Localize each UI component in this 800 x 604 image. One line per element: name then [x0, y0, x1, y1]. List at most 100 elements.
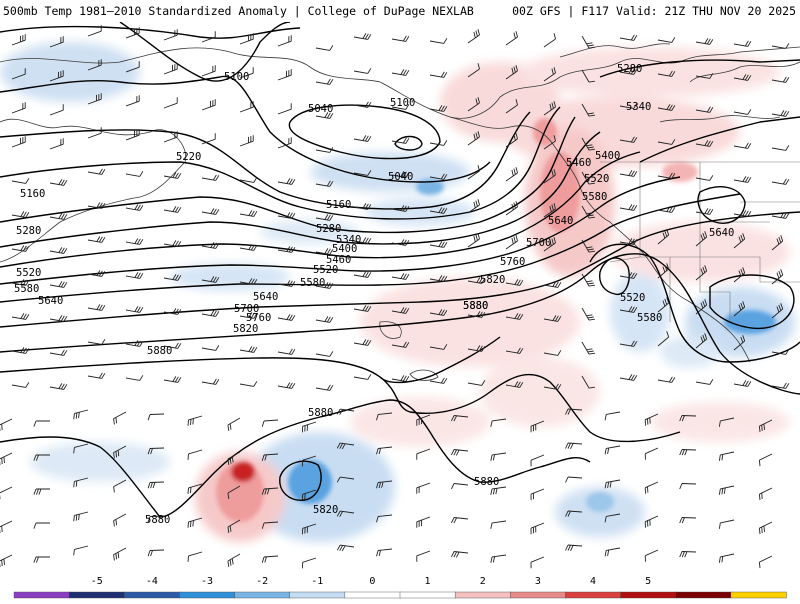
wind-barb	[467, 97, 480, 112]
wind-barb	[619, 170, 638, 177]
wind-barb	[87, 127, 102, 139]
wind-barb	[49, 315, 68, 322]
wind-barb	[87, 270, 106, 277]
wind-barb	[353, 135, 372, 142]
wind-barb	[201, 65, 216, 77]
height-label: 5040	[388, 171, 413, 183]
wind-barb	[353, 339, 372, 346]
wind-barb	[125, 340, 144, 347]
wind-barb	[239, 67, 254, 79]
wind-barb	[604, 547, 621, 557]
wind-barb	[353, 68, 372, 74]
wind-barb	[530, 522, 545, 535]
wind-barb	[505, 347, 524, 354]
wind-barb	[277, 178, 296, 185]
wind-barb	[336, 408, 355, 415]
wind-barb	[644, 481, 659, 494]
wind-barb	[565, 442, 583, 449]
wind-barb	[619, 136, 638, 143]
wind-barb	[163, 206, 182, 213]
wind-barb	[581, 35, 595, 49]
wind-barb	[0, 418, 13, 432]
wind-barb	[450, 483, 469, 490]
wind-barb	[581, 273, 595, 287]
wind-barb	[581, 307, 595, 321]
wind-barb	[543, 33, 556, 48]
wind-barb	[467, 199, 480, 214]
wind-barb	[125, 171, 144, 177]
wind-barb	[416, 482, 431, 494]
wind-barb	[530, 420, 545, 433]
wind-barb	[450, 415, 469, 422]
wind-barb	[315, 112, 334, 119]
wind-barb	[239, 278, 258, 285]
weather-map[interactable]: 5100 5040 5100 5040 5220 5160 5160 5280 …	[0, 22, 800, 572]
wind-barb	[467, 277, 486, 284]
wind-barb	[467, 380, 486, 386]
wind-barb	[227, 553, 241, 567]
wind-barb	[581, 341, 595, 355]
wind-barb	[543, 281, 562, 288]
wind-barb	[11, 68, 26, 80]
wind-barb	[187, 415, 203, 426]
height-label: 5700	[234, 303, 259, 315]
colorbar-segment	[344, 591, 401, 599]
wind-barb	[49, 213, 68, 220]
wind-barb	[239, 135, 254, 147]
wind-barb	[758, 555, 773, 569]
height-label: 5580	[582, 191, 607, 203]
wind-barb	[315, 248, 334, 255]
wind-barb	[391, 239, 410, 246]
wind-barb	[505, 201, 518, 216]
wind-barb	[49, 36, 64, 48]
wind-barb	[718, 553, 735, 563]
wind-barb	[505, 313, 524, 320]
height-label: 5460	[566, 157, 591, 169]
colorbar-segment	[730, 591, 787, 599]
wind-barb	[49, 281, 68, 288]
wind-barb	[429, 275, 448, 282]
wind-barb	[429, 207, 448, 214]
wind-barb	[49, 138, 64, 150]
wind-barb	[261, 419, 279, 427]
wind-barb	[695, 208, 714, 215]
wind-barb	[565, 510, 583, 517]
wind-barb	[758, 487, 773, 501]
wind-barb	[644, 447, 659, 460]
wind-barb	[619, 103, 638, 109]
wind-barb	[718, 417, 735, 427]
wind-barb	[679, 415, 697, 422]
wind-barb	[718, 485, 735, 495]
wind-barb	[277, 69, 292, 81]
wind-barb	[771, 110, 790, 117]
wind-barb	[565, 408, 583, 415]
height-label: 5880	[147, 345, 172, 357]
wind-barb	[416, 516, 431, 528]
wind-barb	[87, 93, 102, 105]
wind-barb	[261, 487, 279, 495]
wind-barb	[733, 210, 752, 217]
height-label: 5700	[526, 237, 551, 249]
wind-barb	[0, 520, 13, 534]
wind-barb	[581, 171, 595, 185]
wind-barb	[543, 135, 556, 150]
wind-barb	[163, 172, 182, 179]
wind-barb	[201, 378, 220, 385]
wind-barb	[147, 549, 165, 557]
wind-barb	[771, 178, 790, 185]
height-label: 5880	[463, 300, 488, 312]
wind-barb	[163, 308, 182, 315]
wind-barb	[277, 348, 296, 355]
wind-barb	[277, 314, 296, 321]
colorbar-segment	[675, 591, 732, 599]
height-label: 5880	[308, 407, 333, 419]
wind-barb	[467, 131, 480, 146]
colorbar-tick-label: -3	[201, 576, 213, 587]
wind-barb	[239, 33, 254, 45]
wind-barb	[581, 375, 595, 389]
wind-barb	[163, 342, 182, 349]
wind-barb	[565, 544, 583, 551]
colorbar-segment	[399, 591, 456, 599]
wind-barb	[201, 310, 220, 317]
anomaly-shading	[0, 42, 795, 542]
